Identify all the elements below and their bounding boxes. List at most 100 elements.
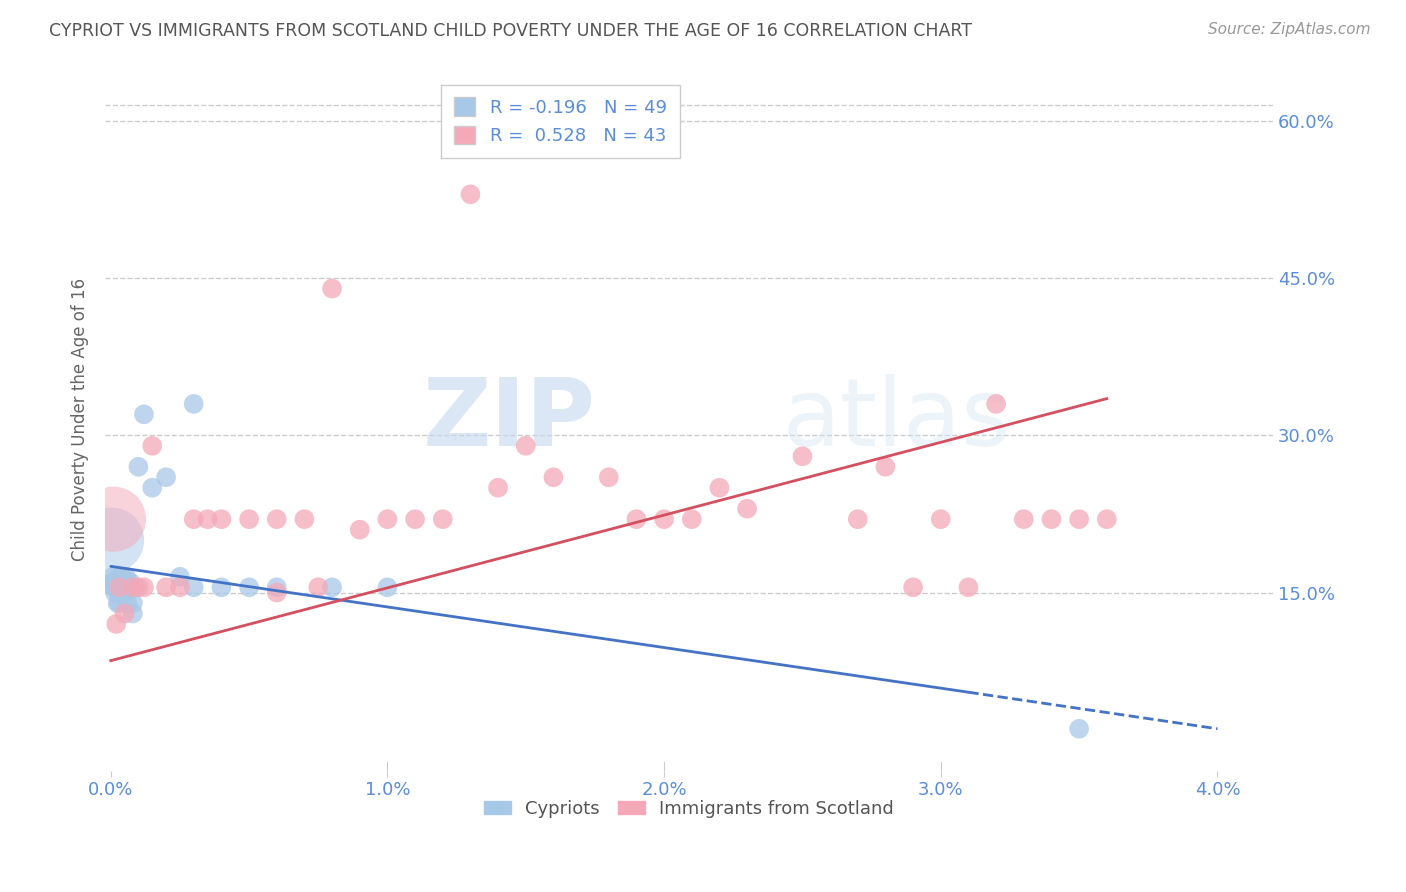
Point: [104, 585, 127, 599]
Point: [1067, 722, 1090, 736]
Point: [110, 580, 132, 594]
Point: [266, 580, 288, 594]
Point: [124, 580, 146, 594]
Point: [486, 481, 509, 495]
Point: [515, 439, 537, 453]
Point: [984, 397, 1007, 411]
Point: [377, 580, 399, 594]
Point: [321, 282, 343, 296]
Point: [1095, 512, 1118, 526]
Point: [377, 512, 399, 526]
Point: [127, 580, 149, 594]
Point: [122, 607, 145, 621]
Point: [108, 580, 131, 594]
Point: [169, 580, 191, 594]
Point: [103, 575, 125, 590]
Point: [111, 580, 134, 594]
Point: [155, 470, 177, 484]
Point: [111, 585, 134, 599]
Point: [120, 575, 142, 590]
Point: [117, 580, 139, 594]
Point: [132, 580, 155, 594]
Point: [122, 596, 145, 610]
Point: [103, 512, 125, 526]
Point: [117, 596, 139, 610]
Point: [104, 575, 127, 590]
Point: [543, 470, 565, 484]
Point: [1040, 512, 1063, 526]
Point: [112, 575, 135, 590]
Point: [101, 575, 124, 590]
Point: [238, 512, 260, 526]
Point: [349, 523, 371, 537]
Point: [121, 580, 143, 594]
Point: [114, 575, 136, 590]
Point: [183, 580, 205, 594]
Point: [209, 580, 232, 594]
Point: [197, 512, 219, 526]
Point: [122, 580, 145, 594]
Point: [118, 580, 141, 594]
Text: ZIP: ZIP: [423, 374, 596, 466]
Point: [735, 501, 758, 516]
Point: [238, 580, 260, 594]
Point: [108, 585, 131, 599]
Point: [115, 570, 138, 584]
Point: [111, 570, 134, 584]
Point: [107, 596, 129, 610]
Point: [103, 580, 125, 594]
Point: [114, 585, 136, 599]
Point: [100, 533, 122, 548]
Point: [957, 580, 980, 594]
Point: [266, 512, 288, 526]
Point: [792, 450, 814, 464]
Point: [183, 397, 205, 411]
Point: [1012, 512, 1035, 526]
Point: [169, 570, 191, 584]
Point: [875, 459, 897, 474]
Point: [209, 512, 232, 526]
Point: [105, 617, 128, 632]
Point: [101, 570, 124, 584]
Point: [929, 512, 952, 526]
Point: [460, 187, 482, 202]
Point: [120, 580, 142, 594]
Text: Source: ZipAtlas.com: Source: ZipAtlas.com: [1208, 22, 1371, 37]
Y-axis label: Child Poverty Under the Age of 16: Child Poverty Under the Age of 16: [72, 278, 89, 561]
Point: [108, 570, 131, 584]
Point: [432, 512, 454, 526]
Point: [598, 470, 620, 484]
Point: [141, 481, 163, 495]
Point: [1067, 512, 1090, 526]
Text: CYPRIOT VS IMMIGRANTS FROM SCOTLAND CHILD POVERTY UNDER THE AGE OF 16 CORRELATIO: CYPRIOT VS IMMIGRANTS FROM SCOTLAND CHIL…: [49, 22, 972, 40]
Point: [183, 512, 205, 526]
Point: [709, 481, 731, 495]
Point: [141, 439, 163, 453]
Point: [901, 580, 924, 594]
Point: [626, 512, 648, 526]
Point: [307, 580, 329, 594]
Point: [321, 580, 343, 594]
Point: [105, 580, 128, 594]
Point: [105, 575, 128, 590]
Text: atlas: atlas: [782, 374, 1011, 466]
Point: [846, 512, 869, 526]
Point: [112, 580, 135, 594]
Point: [294, 512, 316, 526]
Point: [132, 408, 155, 422]
Point: [110, 585, 132, 599]
Point: [266, 585, 288, 599]
Point: [105, 580, 128, 594]
Point: [111, 580, 134, 594]
Point: [108, 596, 131, 610]
Point: [127, 459, 149, 474]
Point: [107, 580, 129, 594]
Point: [108, 580, 131, 594]
Point: [404, 512, 426, 526]
Point: [652, 512, 675, 526]
Point: [114, 607, 136, 621]
Point: [110, 575, 132, 590]
Point: [681, 512, 703, 526]
Legend: Cypriots, Immigrants from Scotland: Cypriots, Immigrants from Scotland: [477, 792, 901, 825]
Point: [155, 580, 177, 594]
